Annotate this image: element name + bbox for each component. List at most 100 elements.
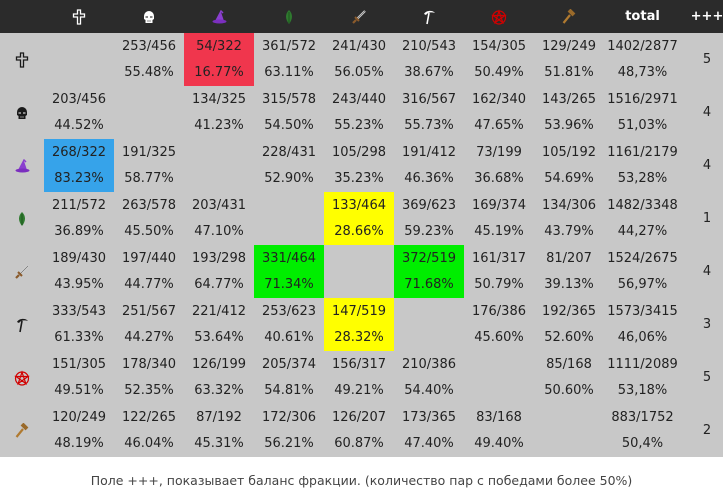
total-cell: 1402/2877 48,73% bbox=[604, 33, 681, 86]
matchup-percent: 71.34% bbox=[264, 276, 314, 292]
matchup-cell: 54/322 16.77% bbox=[184, 33, 254, 86]
matchup-cell: 243/440 55.23% bbox=[324, 86, 394, 139]
matchup-cell: 369/623 59.23% bbox=[394, 192, 464, 245]
matchup-wins: 87/192 bbox=[196, 409, 242, 425]
matchup-cell: 126/199 63.32% bbox=[184, 351, 254, 404]
matchup-percent: 47.40% bbox=[404, 435, 454, 451]
matchup-percent: 56.05% bbox=[334, 64, 384, 80]
balance-cell: 5 bbox=[702, 370, 712, 385]
col-header-hammer-icon bbox=[534, 0, 604, 33]
matchup-wins: 134/325 bbox=[191, 91, 246, 107]
matchup-wins: 243/440 bbox=[331, 91, 386, 107]
matchup-percent: 55.23% bbox=[334, 117, 384, 133]
col-header-leaf-icon bbox=[254, 0, 324, 33]
matchup-percent: 63.32% bbox=[194, 382, 244, 398]
matchup-percent: 50.79% bbox=[474, 276, 524, 292]
total-wins: 1111/2089 bbox=[607, 356, 678, 372]
matchup-percent: 46.04% bbox=[124, 435, 174, 451]
matchup-wins: 263/578 bbox=[121, 197, 176, 213]
matchup-percent: 45.60% bbox=[474, 329, 524, 345]
matchup-wins: 173/365 bbox=[401, 409, 456, 425]
matchup-wins: 268/322 bbox=[51, 144, 106, 160]
matchup-cell: 315/578 54.50% bbox=[254, 86, 324, 139]
total-cell: 1111/2089 53,18% bbox=[604, 351, 681, 404]
matchup-percent: 46.36% bbox=[404, 170, 454, 186]
pentagram-icon bbox=[491, 8, 507, 25]
matchup-percent: 58.77% bbox=[124, 170, 174, 186]
matchup-percent: 49.21% bbox=[334, 382, 384, 398]
matchup-cell: 191/412 46.36% bbox=[394, 139, 464, 192]
col-header-wizard-hat-icon bbox=[184, 0, 254, 33]
matchup-cell: 126/207 60.87% bbox=[324, 404, 394, 457]
matchup-wins: 176/386 bbox=[471, 303, 526, 319]
matchup-cell: 263/578 45.50% bbox=[114, 192, 184, 245]
matchup-wins: 228/431 bbox=[261, 144, 316, 160]
matchup-cell: 85/168 50.60% bbox=[534, 351, 604, 404]
balance-cell: 4 bbox=[702, 158, 712, 173]
empty-self-cell bbox=[534, 404, 604, 457]
matchup-cell: 203/456 44.52% bbox=[44, 86, 114, 139]
total-cell: 883/1752 50,4% bbox=[604, 404, 681, 457]
total-percent: 44,27% bbox=[617, 223, 668, 239]
corner-header bbox=[0, 0, 44, 33]
matchup-wins: 221/412 bbox=[191, 303, 246, 319]
matchup-cell: 133/464 28.66% bbox=[324, 192, 394, 245]
row-faction-cell bbox=[0, 404, 44, 457]
matchup-wins: 210/386 bbox=[401, 356, 456, 372]
matchup-wins: 210/543 bbox=[401, 38, 456, 54]
matchup-wins: 129/249 bbox=[541, 38, 596, 54]
matchup-cell: 333/543 61.33% bbox=[44, 298, 114, 351]
matchup-percent: 50.49% bbox=[474, 64, 524, 80]
matchup-percent: 54.69% bbox=[544, 170, 594, 186]
matchup-percent: 35.23% bbox=[334, 170, 384, 186]
matchup-cell: 73/199 36.68% bbox=[464, 139, 534, 192]
total-percent: 56,97% bbox=[617, 276, 668, 292]
matchup-cell: 161/317 50.79% bbox=[464, 245, 534, 298]
matchup-percent: 49.51% bbox=[54, 382, 104, 398]
matchup-percent: 54.50% bbox=[264, 117, 314, 133]
matchup-cell: 372/519 71.68% bbox=[394, 245, 464, 298]
matchup-wins: 120/249 bbox=[51, 409, 106, 425]
balance-header: +++ bbox=[690, 9, 723, 24]
matchup-wins: 333/543 bbox=[51, 303, 106, 319]
total-wins: 1516/2971 bbox=[607, 91, 678, 107]
matchup-cell: 241/430 56.05% bbox=[324, 33, 394, 86]
matchup-wins: 205/374 bbox=[261, 356, 316, 372]
skull-helmet-icon bbox=[14, 105, 30, 120]
matchup-wins: 134/306 bbox=[541, 197, 596, 213]
matchup-cell: 203/431 47.10% bbox=[184, 192, 254, 245]
empty-self-cell bbox=[254, 192, 324, 245]
leaf-icon bbox=[14, 211, 30, 226]
balance-cell: 2 bbox=[702, 423, 712, 438]
total-percent: 48,73% bbox=[617, 64, 668, 80]
matchup-percent: 47.65% bbox=[474, 117, 524, 133]
matchup-cell: 105/298 35.23% bbox=[324, 139, 394, 192]
matchup-wins: 73/199 bbox=[476, 144, 522, 160]
matchup-percent: 56.21% bbox=[264, 435, 314, 451]
balance-cell: 4 bbox=[702, 264, 712, 279]
row-faction-cell bbox=[0, 139, 44, 192]
matchup-cell: 361/572 63.11% bbox=[254, 33, 324, 86]
caption: Поле +++, показывает баланс фракции. (ко… bbox=[0, 465, 723, 497]
matchup-percent: 45.31% bbox=[194, 435, 244, 451]
total-cell: 1524/2675 56,97% bbox=[604, 245, 681, 298]
matchup-cell: 193/298 64.77% bbox=[184, 245, 254, 298]
col-header-skull-helmet-icon bbox=[114, 0, 184, 33]
balance-cell: 4 bbox=[702, 105, 712, 120]
matchup-percent: 44.52% bbox=[54, 117, 104, 133]
matchup-percent: 41.23% bbox=[194, 117, 244, 133]
empty-self-cell bbox=[44, 33, 114, 86]
matchup-wins: 191/412 bbox=[401, 144, 456, 160]
table-row: 211/572 36.89% 263/578 45.50% 203/431 47.10% 1… bbox=[0, 192, 723, 245]
hammer-icon bbox=[14, 422, 30, 438]
row-faction-cell bbox=[0, 351, 44, 404]
matchup-cell: 129/249 51.81% bbox=[534, 33, 604, 86]
matchup-percent: 45.50% bbox=[124, 223, 174, 239]
matchup-wins: 192/365 bbox=[541, 303, 596, 319]
matchup-cell: 122/265 46.04% bbox=[114, 404, 184, 457]
col-header-cross-icon bbox=[44, 0, 114, 33]
matchup-wins: 203/431 bbox=[191, 197, 246, 213]
matchup-cell: 253/623 40.61% bbox=[254, 298, 324, 351]
row-faction-cell bbox=[0, 192, 44, 245]
matchup-wins: 143/265 bbox=[541, 91, 596, 107]
